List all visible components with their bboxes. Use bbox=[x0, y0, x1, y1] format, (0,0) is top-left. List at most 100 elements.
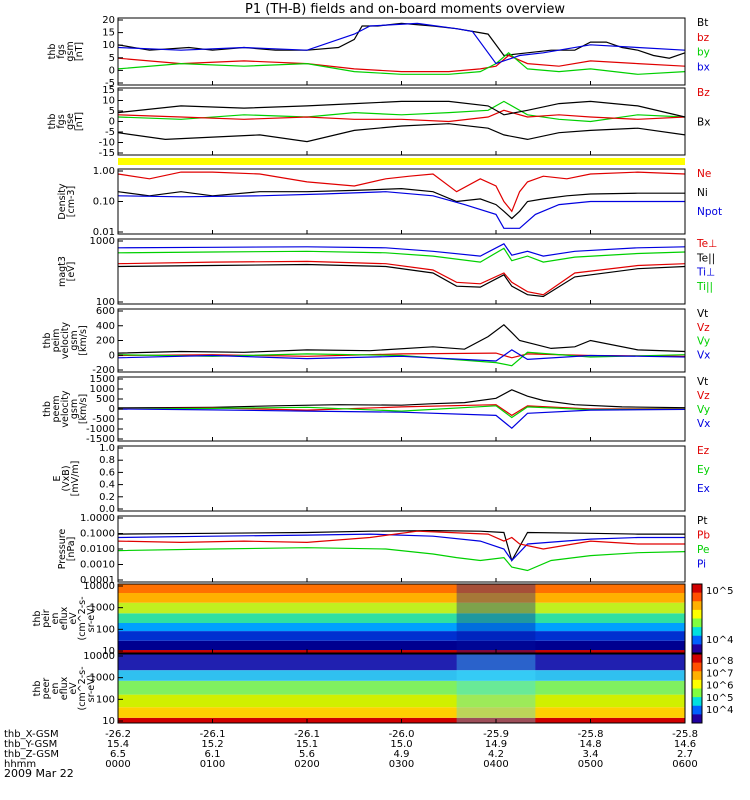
y-tick-label: -200 bbox=[92, 365, 115, 376]
y-tick-label: 1.0000 bbox=[80, 513, 115, 524]
y-tick-label: 100 bbox=[96, 297, 115, 308]
footer-value: -25.9 bbox=[483, 729, 509, 740]
legend-entry: Bz bbox=[697, 87, 710, 99]
legend-entry: Vy bbox=[697, 404, 710, 416]
colorbar-frame bbox=[691, 583, 703, 654]
colorbar-label: 10^6 bbox=[706, 681, 733, 692]
footer-value: 4.2 bbox=[488, 749, 504, 760]
footer-value: 5.6 bbox=[299, 749, 315, 760]
y-tick-label: 10 bbox=[102, 716, 115, 727]
y-axis-label: [nPa] bbox=[66, 537, 77, 562]
y-axis-label: sr-eV) bbox=[86, 605, 97, 633]
y-tick-label: 0.1000 bbox=[80, 529, 115, 540]
y-tick-label: 0.8 bbox=[99, 455, 115, 466]
legend-entry: Te⊥ bbox=[696, 238, 717, 250]
legend-entry: Pt bbox=[697, 515, 707, 527]
series-line bbox=[117, 324, 686, 354]
legend-entry: Vz bbox=[697, 322, 710, 334]
spectrogram-band bbox=[118, 584, 685, 594]
series-line bbox=[117, 405, 686, 419]
spectrogram-band bbox=[118, 640, 685, 651]
series-line bbox=[117, 349, 686, 362]
legend-entry: bz bbox=[697, 32, 710, 44]
y-axis-label: thb bbox=[47, 114, 58, 130]
y-axis-label: [km/s] bbox=[78, 394, 89, 424]
mode-bar bbox=[118, 158, 685, 165]
colorbar-segment bbox=[692, 627, 702, 637]
y-axis-label: eV bbox=[68, 612, 79, 625]
series-line bbox=[117, 529, 685, 563]
panel-frame bbox=[117, 17, 686, 86]
colorbar-label: 10^4 bbox=[706, 635, 733, 646]
footer-value: 14.9 bbox=[485, 739, 507, 750]
y-tick-label: -1000 bbox=[86, 424, 115, 435]
y-axis-label: thb bbox=[42, 401, 53, 417]
plot-title: P1 (TH-B) fields and on-board moments ov… bbox=[245, 2, 565, 17]
legend-entry: Ez bbox=[697, 445, 710, 457]
y-axis-label: [km/s] bbox=[78, 325, 89, 355]
y-axis-label: [cm-3] bbox=[66, 186, 77, 217]
footer-value: 4.9 bbox=[394, 749, 410, 760]
series-line bbox=[117, 191, 685, 229]
y-axis-label: fgs bbox=[56, 44, 67, 58]
y-tick-label: 0.0010 bbox=[80, 560, 115, 571]
footer-value: 14.6 bbox=[674, 739, 696, 750]
panel-frame bbox=[117, 308, 686, 373]
footer-value: -26.0 bbox=[389, 729, 415, 740]
y-tick-label: 400 bbox=[96, 321, 115, 332]
y-tick-label: 5 bbox=[109, 53, 115, 64]
legend-entry: Pi bbox=[697, 559, 706, 571]
colorbar-segment bbox=[692, 592, 702, 602]
colorbar-segment bbox=[692, 671, 702, 681]
colorbar-segment bbox=[692, 644, 702, 654]
colorbar-segment bbox=[692, 705, 702, 715]
footer-value: 2.7 bbox=[677, 749, 693, 760]
footer-value: -26.2 bbox=[105, 729, 131, 740]
series-line bbox=[117, 351, 686, 367]
y-tick-label: 0.2 bbox=[99, 492, 115, 503]
legend-entry: Bx bbox=[697, 117, 710, 129]
footer-row-label: thb_Y-GSM bbox=[4, 739, 57, 750]
y-axis-label: magt3 bbox=[57, 256, 68, 287]
footer-value: 0400 bbox=[483, 759, 508, 770]
y-tick-label: 1000 bbox=[90, 673, 115, 684]
colorbar-label: 10^8 bbox=[706, 656, 733, 667]
series-line bbox=[117, 533, 685, 562]
y-axis-label: [nT] bbox=[74, 112, 85, 131]
y-axis-label: eflux bbox=[59, 606, 70, 630]
legend-entry: Ti⊥ bbox=[696, 267, 715, 279]
series-line bbox=[117, 52, 686, 75]
y-axis-label: Pressure bbox=[57, 529, 68, 570]
colorbar-label: 10^4 bbox=[706, 705, 733, 716]
y-tick-label: 1500 bbox=[90, 374, 115, 385]
footer-value: 0000 bbox=[105, 759, 130, 770]
footer-value: 3.4 bbox=[583, 749, 599, 760]
colorbar-segment bbox=[692, 601, 702, 611]
y-tick-label: -15 bbox=[99, 148, 115, 159]
spectrogram-band bbox=[118, 593, 685, 603]
y-axis-label: fgs bbox=[56, 114, 67, 128]
series-line bbox=[117, 187, 685, 220]
series-line bbox=[117, 243, 686, 257]
legend-entry: Ex bbox=[697, 483, 710, 495]
y-axis-label: [eV] bbox=[66, 262, 77, 282]
series-line bbox=[117, 260, 686, 296]
footer-row-label: thb_X-GSM bbox=[4, 729, 59, 740]
colorbar-segment bbox=[692, 654, 702, 664]
spectrogram-disturbance bbox=[456, 584, 536, 653]
colorbar-segment bbox=[692, 584, 702, 594]
y-tick-label: 0 bbox=[109, 404, 115, 415]
footer-value: 15.1 bbox=[296, 739, 318, 750]
series-line bbox=[117, 547, 686, 572]
panel-density: 1.00 0.10 0.01 Density[cm-3] Ne Ni Npot bbox=[57, 166, 722, 238]
footer-value: 15.4 bbox=[107, 739, 129, 750]
spectrogram-band bbox=[118, 623, 685, 632]
panel-frame bbox=[117, 87, 686, 156]
colorbar-segment bbox=[692, 714, 702, 724]
y-axis-label: Density bbox=[57, 183, 68, 219]
legend-entry: bx bbox=[697, 61, 710, 73]
y-tick-label: 15 bbox=[102, 85, 115, 96]
y-tick-label: 0.0001 bbox=[80, 575, 115, 586]
